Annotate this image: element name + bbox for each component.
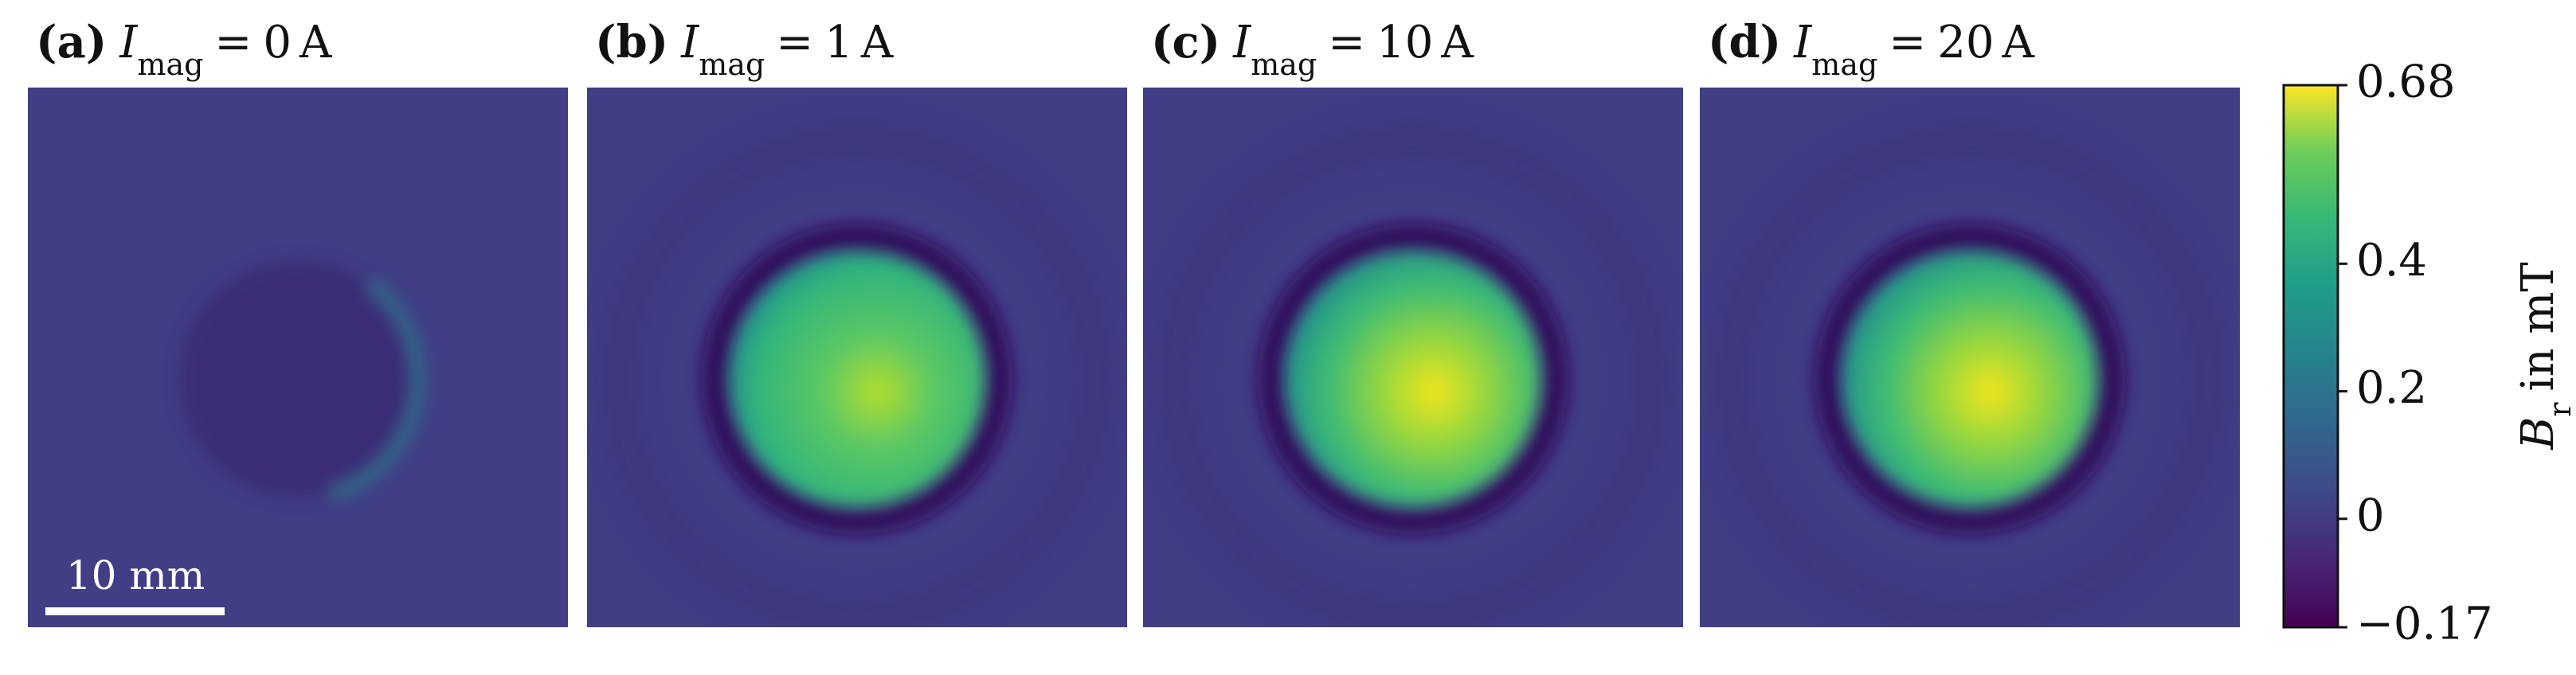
panel-relation: = (1328, 17, 1365, 68)
colorbar-symbol: B (2512, 417, 2564, 451)
heatmap-feature (1258, 224, 1568, 535)
colorbar (2282, 84, 2339, 629)
heatmap-feature (1719, 128, 2221, 627)
heatmap-feature (702, 224, 1012, 535)
colorbar-subscript: r (2543, 402, 2576, 417)
panel-title: (d) Imag = 20 A (1708, 16, 2034, 82)
panel-unit: A (2001, 17, 2034, 68)
colorbar-tick-label: 0 (2356, 490, 2385, 541)
heatmap-feature (606, 128, 1108, 627)
heatmap-feature (1286, 252, 1541, 507)
heatmap-feature (178, 259, 417, 499)
panel-relation: = (1889, 17, 1926, 68)
colorbar-tick-label: 0.68 (2356, 57, 2456, 108)
panel-letter: (d) (1708, 16, 1781, 68)
panel (1143, 88, 1683, 627)
panel (1700, 88, 2240, 627)
panel-letter: (b) (595, 16, 668, 68)
colorbar-tick-label: −0.17 (2356, 599, 2493, 650)
panel-symbol: I (1793, 17, 1813, 68)
panel-unit: A (299, 17, 332, 68)
heatmap-feature (1815, 224, 2125, 535)
panel-subscript: mag (1251, 47, 1317, 82)
panel-symbol: I (119, 17, 139, 68)
panel-subscript: mag (137, 47, 203, 82)
panel-relation: = (214, 17, 252, 68)
colorbar-tick-label: 0.4 (2356, 235, 2427, 287)
heatmap-feature (1162, 128, 1664, 627)
panel-subscript: mag (699, 47, 765, 82)
colorbar-tick-label: 0.2 (2356, 362, 2427, 414)
panel (587, 88, 1127, 627)
panel-current: 20 (1937, 17, 1994, 68)
panel-relation: = (776, 17, 813, 68)
panel-current: 0 (263, 17, 292, 68)
panel-title: (a) Imag = 0 A (36, 16, 332, 82)
panel-current: 1 (824, 17, 853, 68)
scale-bar-label: 10 mm (66, 552, 205, 599)
panels (28, 88, 2240, 627)
colorbar-unit: in mT (2512, 262, 2564, 391)
panel (28, 88, 568, 627)
panel-symbol: I (1232, 17, 1252, 68)
heatmap-feature (327, 277, 425, 501)
panel-unit: A (860, 17, 894, 68)
panel-title: (c) Imag = 10 A (1151, 16, 1474, 82)
panel-title: (b) Imag = 1 A (595, 16, 894, 82)
panel-symbol: I (680, 17, 700, 68)
panel-letter: (a) (36, 16, 107, 68)
panel-unit: A (1440, 17, 1474, 68)
panel-letter: (c) (1151, 16, 1220, 68)
colorbar-label: Br in mT (2512, 262, 2576, 451)
heatmap-feature (730, 252, 985, 507)
panel-subscript: mag (1811, 47, 1877, 82)
panel-current: 10 (1376, 17, 1433, 68)
heatmap-feature (1842, 252, 2097, 507)
